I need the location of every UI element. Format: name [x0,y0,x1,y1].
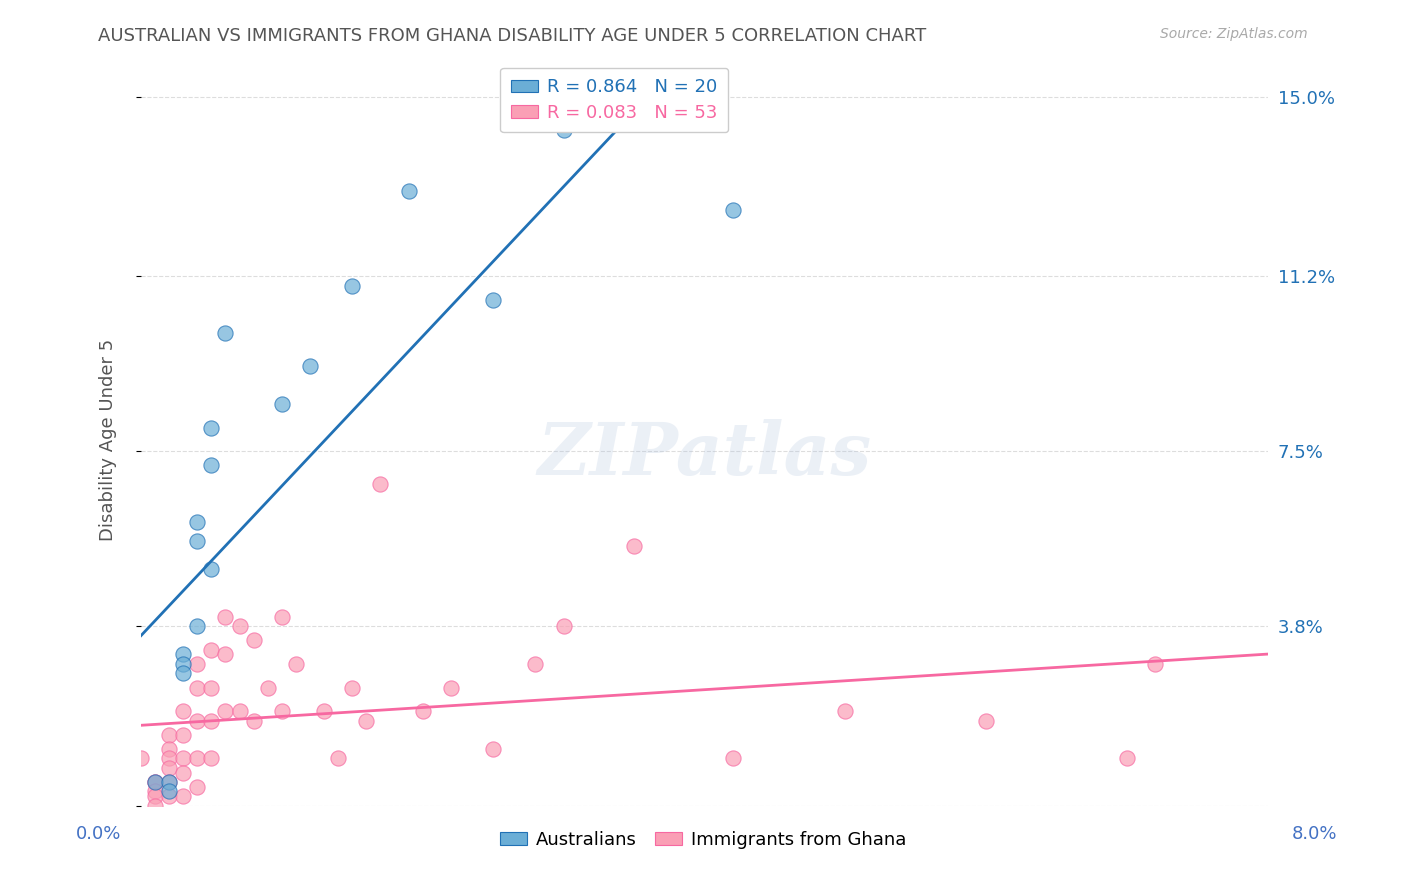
Point [186,780,208,794]
Point [721,203,744,218]
Point [553,123,575,137]
Point [172,765,194,780]
Point [157,775,180,789]
Point [228,619,250,633]
Point [270,704,292,718]
Point [200,420,222,434]
Point [356,714,378,728]
Point [1144,657,1167,671]
Point [214,326,236,340]
Text: 0.0%: 0.0% [76,825,121,843]
Point [1116,751,1139,765]
Point [172,648,194,662]
Point [172,728,194,742]
Point [214,704,236,718]
Point [524,657,547,671]
Point [143,784,166,798]
Point [242,714,264,728]
Point [834,704,856,718]
Point [172,751,194,765]
Legend: Australians, Immigrants from Ghana: Australians, Immigrants from Ghana [492,824,914,856]
Point [129,751,152,765]
Text: AUSTRALIAN VS IMMIGRANTS FROM GHANA DISABILITY AGE UNDER 5 CORRELATION CHART: AUSTRALIAN VS IMMIGRANTS FROM GHANA DISA… [98,27,927,45]
Point [440,681,463,695]
Text: ZIPatlas: ZIPatlas [537,418,872,490]
Point [270,609,292,624]
Point [172,657,194,671]
Point [172,789,194,804]
Point [342,681,364,695]
Point [242,633,264,648]
Point [157,751,180,765]
Point [342,278,364,293]
Point [157,761,180,775]
Point [256,681,278,695]
Point [157,775,180,789]
Text: 8.0%: 8.0% [1292,825,1337,843]
Point [623,539,645,553]
Point [200,642,222,657]
Point [328,751,350,765]
Text: Source: ZipAtlas.com: Source: ZipAtlas.com [1160,27,1308,41]
Point [200,458,222,473]
Point [186,619,208,633]
Point [482,293,505,307]
Point [200,562,222,576]
Point [186,534,208,549]
Point [721,751,744,765]
Point [214,648,236,662]
Point [200,681,222,695]
Point [172,666,194,681]
Point [298,359,321,374]
Point [172,704,194,718]
Point [143,775,166,789]
Point [412,704,434,718]
Point [228,704,250,718]
Point [143,775,166,789]
Point [398,185,420,199]
Point [157,789,180,804]
Point [200,714,222,728]
Point [314,704,336,718]
Point [284,657,307,671]
Point [143,775,166,789]
Point [974,714,997,728]
Point [186,751,208,765]
Point [270,397,292,411]
Point [482,742,505,756]
Point [370,477,392,491]
Point [200,751,222,765]
Point [157,784,180,798]
Point [143,798,166,813]
Point [186,681,208,695]
Point [143,789,166,804]
Point [157,728,180,742]
Point [553,619,575,633]
Legend: R = 0.864   N = 20, R = 0.083   N = 53: R = 0.864 N = 20, R = 0.083 N = 53 [501,68,728,133]
Point [186,714,208,728]
Point [157,742,180,756]
Y-axis label: Disability Age Under 5: Disability Age Under 5 [100,338,117,541]
Point [186,657,208,671]
Point [214,609,236,624]
Point [186,515,208,529]
